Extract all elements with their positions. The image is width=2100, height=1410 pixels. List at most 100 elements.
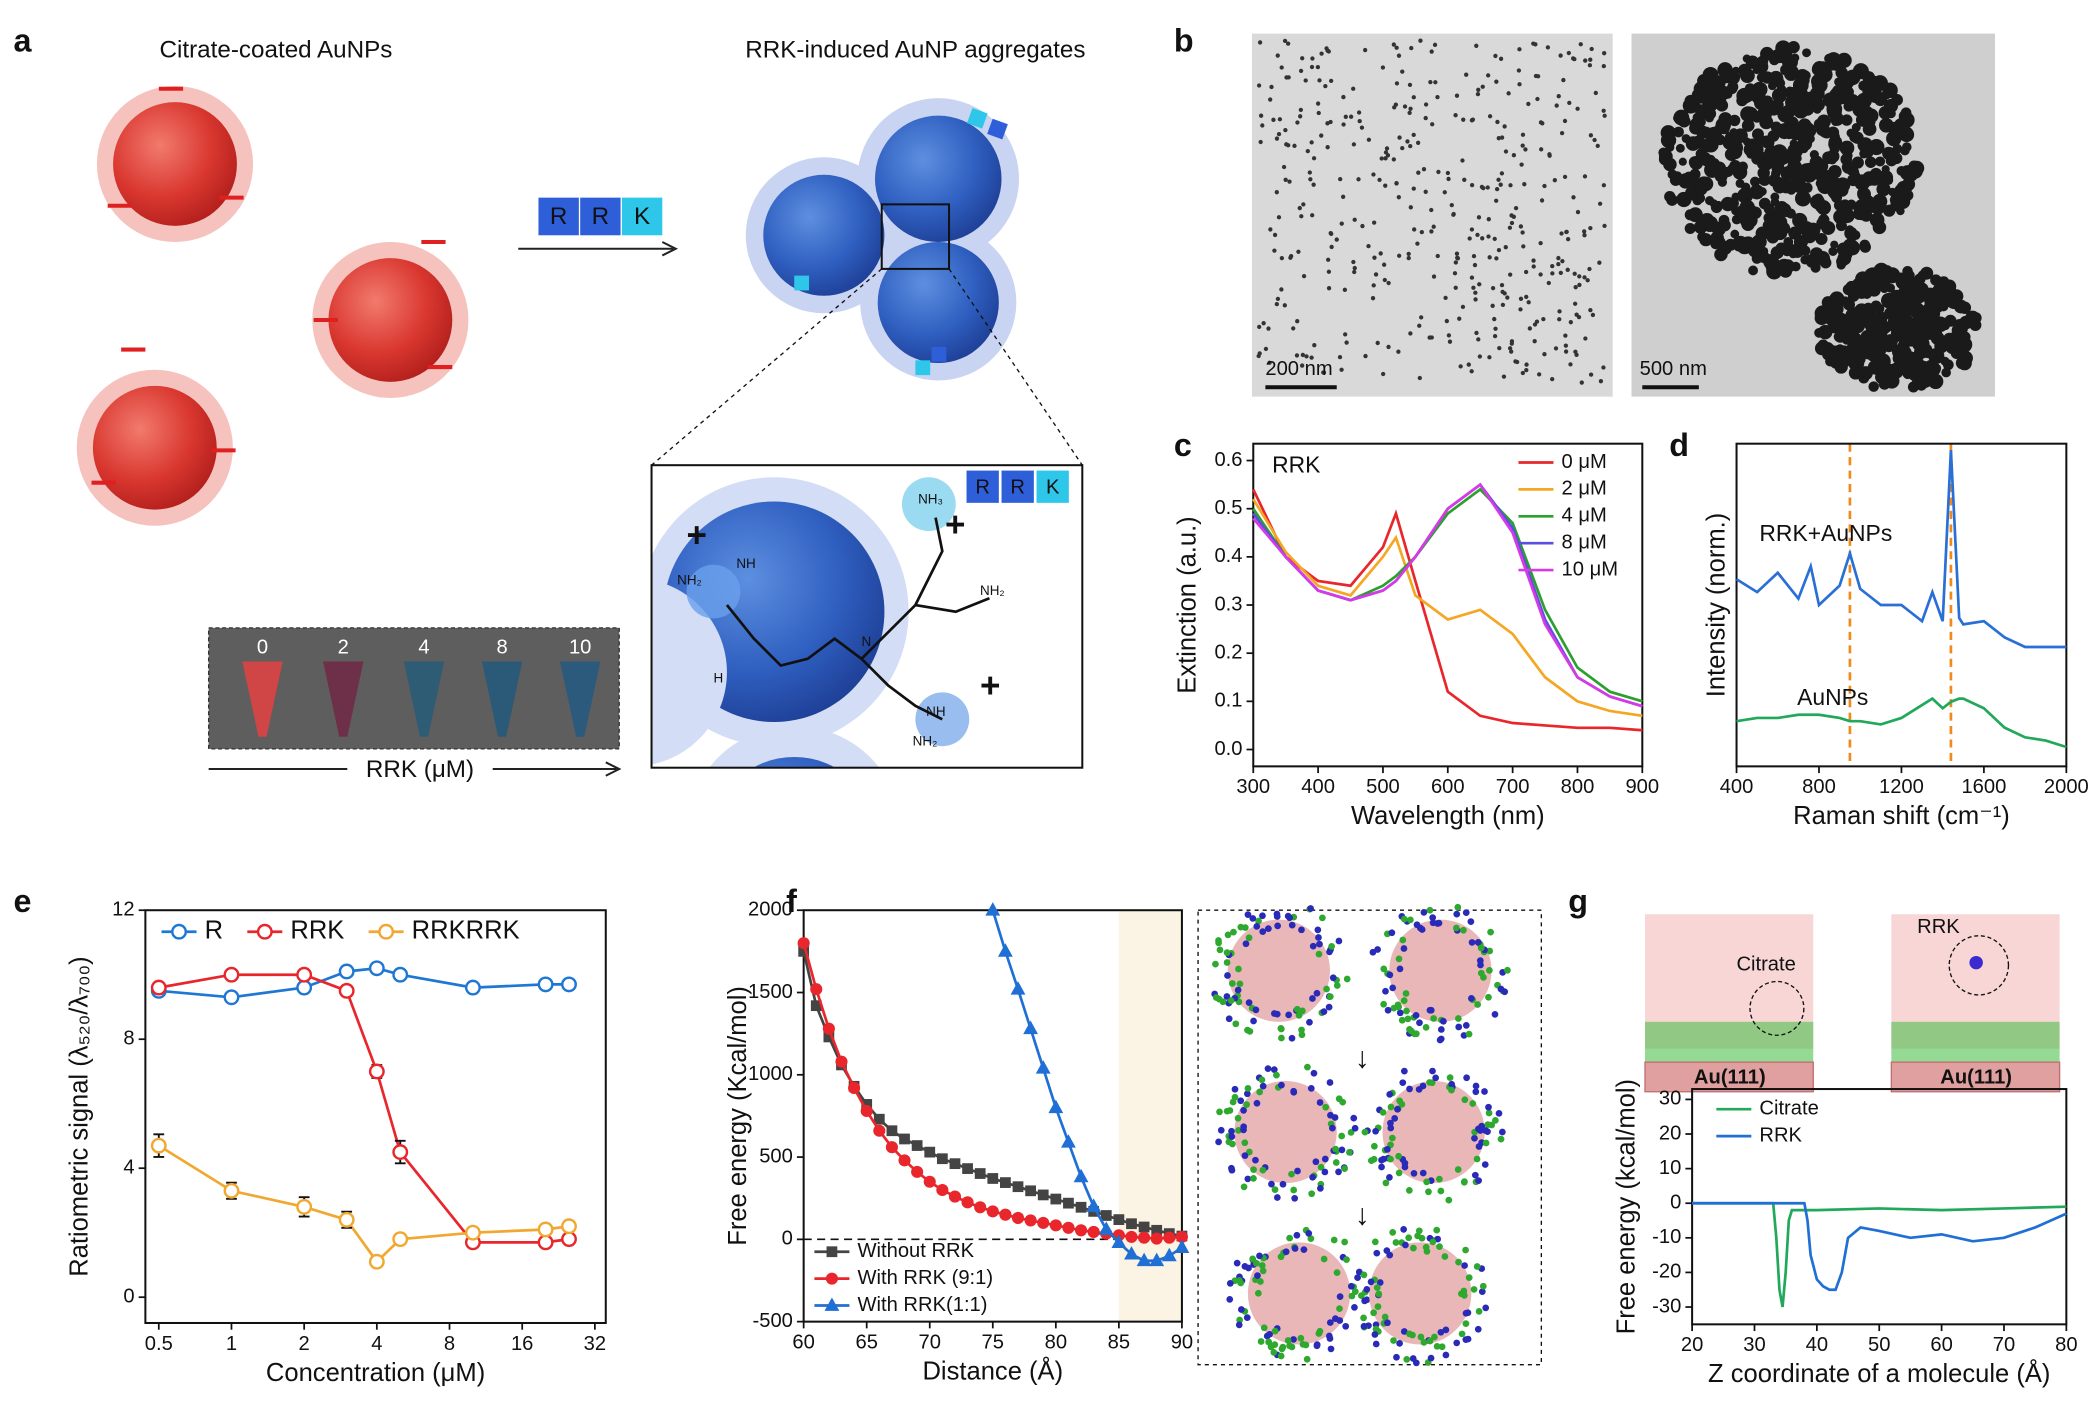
- ligand: [1394, 1001, 1402, 1009]
- aggregate-dot: [1895, 326, 1911, 343]
- ligand: [1387, 1155, 1394, 1163]
- zoom-line: [651, 268, 883, 466]
- tube: [403, 661, 445, 737]
- ligand: [1485, 993, 1492, 1001]
- tem-dot: [1520, 370, 1526, 376]
- ligand: [1227, 997, 1235, 1004]
- ligand: [1400, 945, 1408, 952]
- tem-images: [1251, 33, 1995, 397]
- y-tick-label: 0.2: [1214, 642, 1242, 664]
- aggregate-dot: [1816, 217, 1829, 230]
- tem-dot: [1397, 135, 1402, 140]
- tem-dot: [1535, 74, 1541, 79]
- ligand: [1303, 1355, 1311, 1363]
- marker: [296, 1198, 313, 1215]
- series-line: [1252, 482, 1643, 708]
- tem-dot: [1582, 229, 1587, 234]
- aggregate-dot: [1865, 320, 1881, 335]
- legend-label: 2 μM: [1562, 478, 1607, 500]
- aggregate-dot: [1673, 126, 1684, 138]
- x-tick-label: 300: [1236, 776, 1270, 798]
- ligand: [1212, 960, 1219, 968]
- tem-dot: [1443, 295, 1448, 300]
- tem-dot: [1507, 346, 1513, 351]
- tube: [242, 661, 283, 737]
- tem-dot: [1583, 336, 1588, 341]
- tem-dot: [1287, 179, 1292, 184]
- aggregate-dot: [1724, 131, 1736, 144]
- aggregate-dot: [1827, 126, 1840, 139]
- ligand: [1308, 1190, 1316, 1198]
- marker: [368, 960, 385, 977]
- marker: [1175, 1230, 1188, 1243]
- aggregate-dot: [1794, 190, 1811, 207]
- ligand: [1317, 1163, 1325, 1171]
- aggregate-dot: [1958, 301, 1972, 314]
- tem-dot: [1371, 172, 1376, 177]
- nanoparticle: [328, 258, 453, 382]
- tube-label: 0: [257, 636, 268, 658]
- ligand: [1266, 1330, 1273, 1338]
- peptide: [987, 118, 1008, 140]
- tem-dot: [1325, 145, 1330, 150]
- aggregate-dot: [1800, 70, 1811, 81]
- aggregate-dot: [1737, 187, 1753, 204]
- ligand: [1243, 1101, 1250, 1109]
- tem-dot: [1507, 225, 1513, 230]
- annotation: RRK+AuNPs: [1759, 520, 1892, 546]
- marker: [797, 937, 810, 950]
- ligand: [1474, 1325, 1482, 1333]
- chem-label: NH₂: [677, 572, 702, 587]
- tem-dot: [1276, 215, 1282, 220]
- ligand: [1250, 1166, 1257, 1173]
- aggregate-dot: [1850, 318, 1865, 334]
- marker: [1113, 1214, 1125, 1225]
- tem-dot: [1574, 312, 1579, 317]
- aggregate-dot: [1833, 331, 1845, 342]
- aggregate-dot: [1941, 321, 1950, 331]
- tem-dot: [1542, 352, 1547, 357]
- tem-dot: [1496, 177, 1501, 182]
- tem-dot: [1284, 142, 1289, 147]
- tem-dot: [1476, 215, 1482, 220]
- tem-dot: [1476, 337, 1481, 342]
- aggregate-dot: [1684, 222, 1696, 234]
- tem-dot: [1366, 243, 1371, 249]
- ligand: [1310, 1069, 1318, 1077]
- marker: [835, 1055, 848, 1068]
- tem-dot: [1316, 110, 1321, 116]
- residue: R: [1010, 476, 1025, 498]
- aggregate-dot: [1740, 88, 1755, 103]
- tem-dot: [1310, 213, 1315, 218]
- tem-dot: [1562, 118, 1568, 124]
- ligand: [1348, 1292, 1356, 1300]
- ligand: [1351, 1124, 1359, 1132]
- ligand: [1497, 1135, 1505, 1143]
- tem-dot: [1583, 58, 1588, 63]
- aggregate-dot: [1678, 157, 1687, 166]
- tem-dot: [1582, 233, 1587, 238]
- marker: [987, 1173, 999, 1184]
- ligand: [1426, 1006, 1434, 1014]
- tem-dot: [1337, 354, 1343, 360]
- ligand: [1212, 994, 1220, 1001]
- ligand: [1378, 1156, 1385, 1164]
- tem-dot: [1312, 343, 1317, 348]
- ligand: [1288, 1170, 1295, 1178]
- ligand: [1309, 995, 1316, 1002]
- tem-dot: [1274, 136, 1280, 141]
- ligand: [1341, 1238, 1349, 1246]
- tem-dot: [1279, 256, 1285, 261]
- tem-dot: [1550, 263, 1555, 269]
- tem-dot: [1601, 108, 1606, 113]
- tem-dot: [1466, 362, 1471, 367]
- ligand: [1370, 1309, 1377, 1317]
- ligand: [1455, 1258, 1462, 1266]
- aggregate-dot: [1854, 366, 1866, 378]
- ligand: [1400, 1226, 1408, 1233]
- ligand: [1309, 1173, 1316, 1181]
- tem-dot: [1257, 40, 1263, 45]
- panel-label: f: [786, 883, 797, 919]
- ligand: [1259, 1082, 1267, 1090]
- aggregate-dot: [1831, 117, 1840, 127]
